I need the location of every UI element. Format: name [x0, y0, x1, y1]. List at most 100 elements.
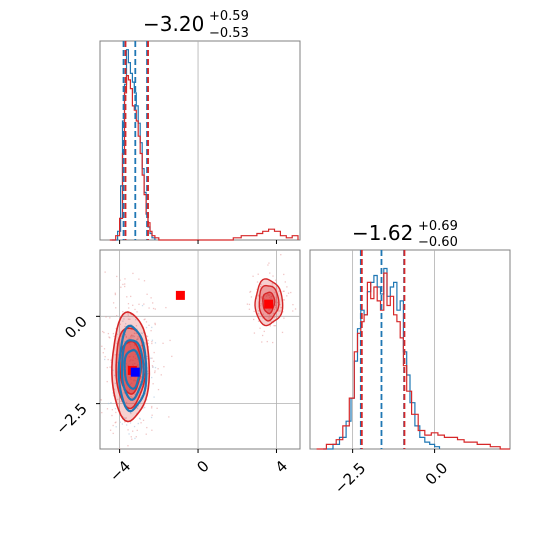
scatter-point: [146, 358, 148, 360]
scatter-point: [151, 340, 153, 343]
y-tick-label: −2.5: [52, 400, 90, 438]
scatter-point: [128, 337, 130, 339]
scatter-point: [144, 318, 146, 320]
scatter-point: [134, 437, 136, 440]
scatter-point: [286, 295, 288, 297]
scatter-point: [133, 332, 136, 334]
scatter-point: [124, 325, 126, 328]
scatter-point: [271, 283, 273, 285]
scatter-point: [145, 433, 147, 435]
scatter-point: [275, 296, 278, 299]
scatter-point: [269, 293, 271, 296]
scatter-point: [261, 297, 263, 300]
scatter-point: [283, 317, 285, 319]
title-param-1-lower: −0.53: [209, 26, 249, 41]
scatter-point: [250, 296, 253, 298]
scatter-point: [125, 335, 127, 338]
scatter-point: [132, 335, 135, 337]
scatter-point: [154, 322, 156, 325]
scatter-point: [131, 334, 133, 336]
scatter-point: [150, 407, 153, 409]
scatter-point: [113, 388, 116, 390]
scatter-point: [268, 309, 270, 311]
scatter-point: [115, 307, 117, 309]
scatter-point: [259, 305, 262, 307]
scatter-point: [107, 402, 110, 405]
scatter-point: [252, 275, 254, 277]
scatter-point: [141, 332, 143, 335]
scatter-point: [267, 293, 269, 296]
scatter-point: [121, 423, 124, 425]
scatter-point: [124, 334, 126, 336]
x-tick-label: 0: [193, 457, 212, 476]
scatter-point: [246, 303, 249, 305]
scatter-point: [122, 320, 124, 322]
scatter-point: [152, 383, 154, 385]
scatter-point: [258, 310, 260, 312]
scatter-point: [145, 321, 148, 323]
scatter-point: [274, 307, 276, 309]
scatter-point: [113, 335, 115, 337]
scatter-point: [126, 401, 128, 404]
scatter-point: [135, 319, 137, 321]
scatter-point: [151, 414, 153, 416]
scatter-point: [114, 422, 116, 424]
scatter-point: [143, 280, 146, 282]
scatter-point: [130, 336, 132, 338]
contour-level: [123, 348, 142, 390]
scatter-point: [152, 307, 155, 310]
scatter-point: [104, 358, 106, 361]
scatter-point: [151, 326, 153, 329]
scatter-point: [107, 358, 109, 361]
scatter-point: [136, 412, 138, 415]
scatter-point: [266, 340, 268, 343]
scatter-point: [109, 317, 111, 319]
scatter-point: [154, 342, 157, 344]
scatter-point: [111, 414, 113, 417]
scatter-point: [168, 416, 170, 418]
marker-blue: [130, 367, 140, 377]
scatter-point: [136, 311, 138, 313]
scatter-point: [106, 408, 109, 410]
title-param-1-value: −3.20: [143, 12, 204, 36]
scatter-point: [105, 316, 107, 318]
scatter-point: [274, 291, 276, 294]
scatter-point: [151, 339, 154, 341]
scatter-point: [137, 422, 139, 425]
scatter-point: [144, 406, 146, 409]
scatter-point: [259, 327, 261, 329]
title-param-2: −1.62 +0.69 −0.60: [352, 219, 458, 250]
scatter-point: [142, 331, 145, 334]
scatter-point: [106, 366, 108, 369]
scatter-point: [102, 330, 104, 333]
scatter-point: [279, 310, 281, 312]
scatter-point: [100, 399, 102, 401]
scatter-point: [169, 339, 171, 342]
scatter-point: [112, 392, 114, 394]
scatter-point: [108, 336, 110, 338]
scatter-point: [270, 297, 272, 300]
scatter-point: [119, 323, 121, 325]
scatter-point: [151, 357, 153, 359]
scatter-point: [130, 313, 132, 315]
scatter-point: [130, 335, 132, 337]
scatter-point: [160, 374, 162, 376]
histogram-red: [109, 75, 299, 241]
panel-frame: [309, 249, 511, 450]
scatter-point: [134, 393, 136, 395]
scatter-point: [127, 303, 130, 305]
scatter-point: [101, 411, 103, 414]
scatter-point: [156, 407, 158, 409]
y-tick-label: 0.0: [61, 312, 91, 342]
scatter-point: [138, 278, 140, 280]
x-tick-label: −4: [106, 457, 134, 485]
scatter-point: [107, 332, 110, 335]
scatter-point: [283, 290, 285, 292]
scatter-point: [262, 313, 264, 315]
scatter-point: [117, 354, 120, 356]
scatter-point: [257, 315, 260, 318]
scatter-point: [257, 313, 260, 315]
scatter-point: [150, 416, 153, 419]
scatter-point: [147, 339, 149, 342]
